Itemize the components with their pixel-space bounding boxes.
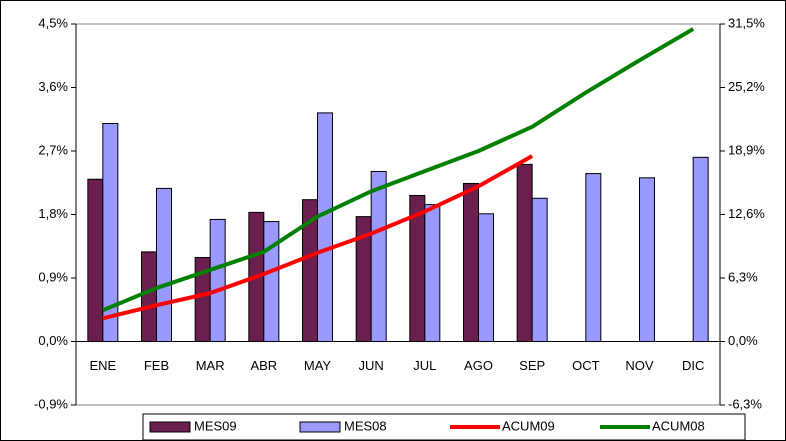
line [102,27,695,313]
bar [639,177,655,342]
plot-area [75,23,721,406]
legend-label: ACUM08 [652,418,705,433]
x-tick-label: DIC [682,358,704,373]
x-tick-label: ABR [250,358,277,373]
y2-tick-label: 12,6% [728,206,765,221]
y2-tick-label: -6,3% [728,396,762,411]
bar [478,213,494,343]
bar [531,197,548,342]
x-tick-label: ENE [89,358,116,373]
bar [463,182,479,342]
x-tick-label: SEP [519,358,545,373]
legend-label: MES08 [344,418,387,433]
x-tick-label: JUN [359,358,384,373]
legend-swatch [299,421,341,433]
x-tick-label: MAR [196,358,225,373]
bar [692,156,709,342]
bar [141,251,157,342]
x-tick-label: JUL [413,358,436,373]
bar [209,218,226,342]
bar [263,221,280,342]
bar [317,112,333,343]
x-tick-label: OCT [572,358,600,373]
x-tick-label: NOV [625,358,654,373]
legend-swatch [149,421,191,433]
y2-tick-label: 18,9% [728,142,765,157]
y2-tick-label: 25,2% [728,79,765,94]
bar [156,187,172,342]
bar [370,170,387,342]
y-tick-label: 3,6% [38,79,68,94]
bar [424,204,441,342]
bar [87,178,104,342]
y-tick-label: 0,0% [38,333,68,348]
y2-tick-label: 6,3% [728,269,758,284]
x-tick-label: AGO [464,358,493,373]
bar [585,173,602,342]
legend-label: MES09 [194,418,237,433]
x-tick-label: FEB [144,358,169,373]
y2-tick-label: 0,0% [728,333,758,348]
y-tick-label: 1,8% [38,206,68,221]
y-tick-label: -0,9% [34,396,68,411]
line [102,154,534,321]
x-tick-label: MAY [304,358,332,373]
y-tick-label: 4,5% [38,15,68,30]
y-tick-label: 0,9% [38,269,68,284]
bar [102,122,119,342]
y2-tick-label: 31,5% [728,15,765,30]
y-tick-label: 2,7% [38,142,68,157]
legend-label: ACUM09 [502,418,555,433]
bar [516,163,533,342]
